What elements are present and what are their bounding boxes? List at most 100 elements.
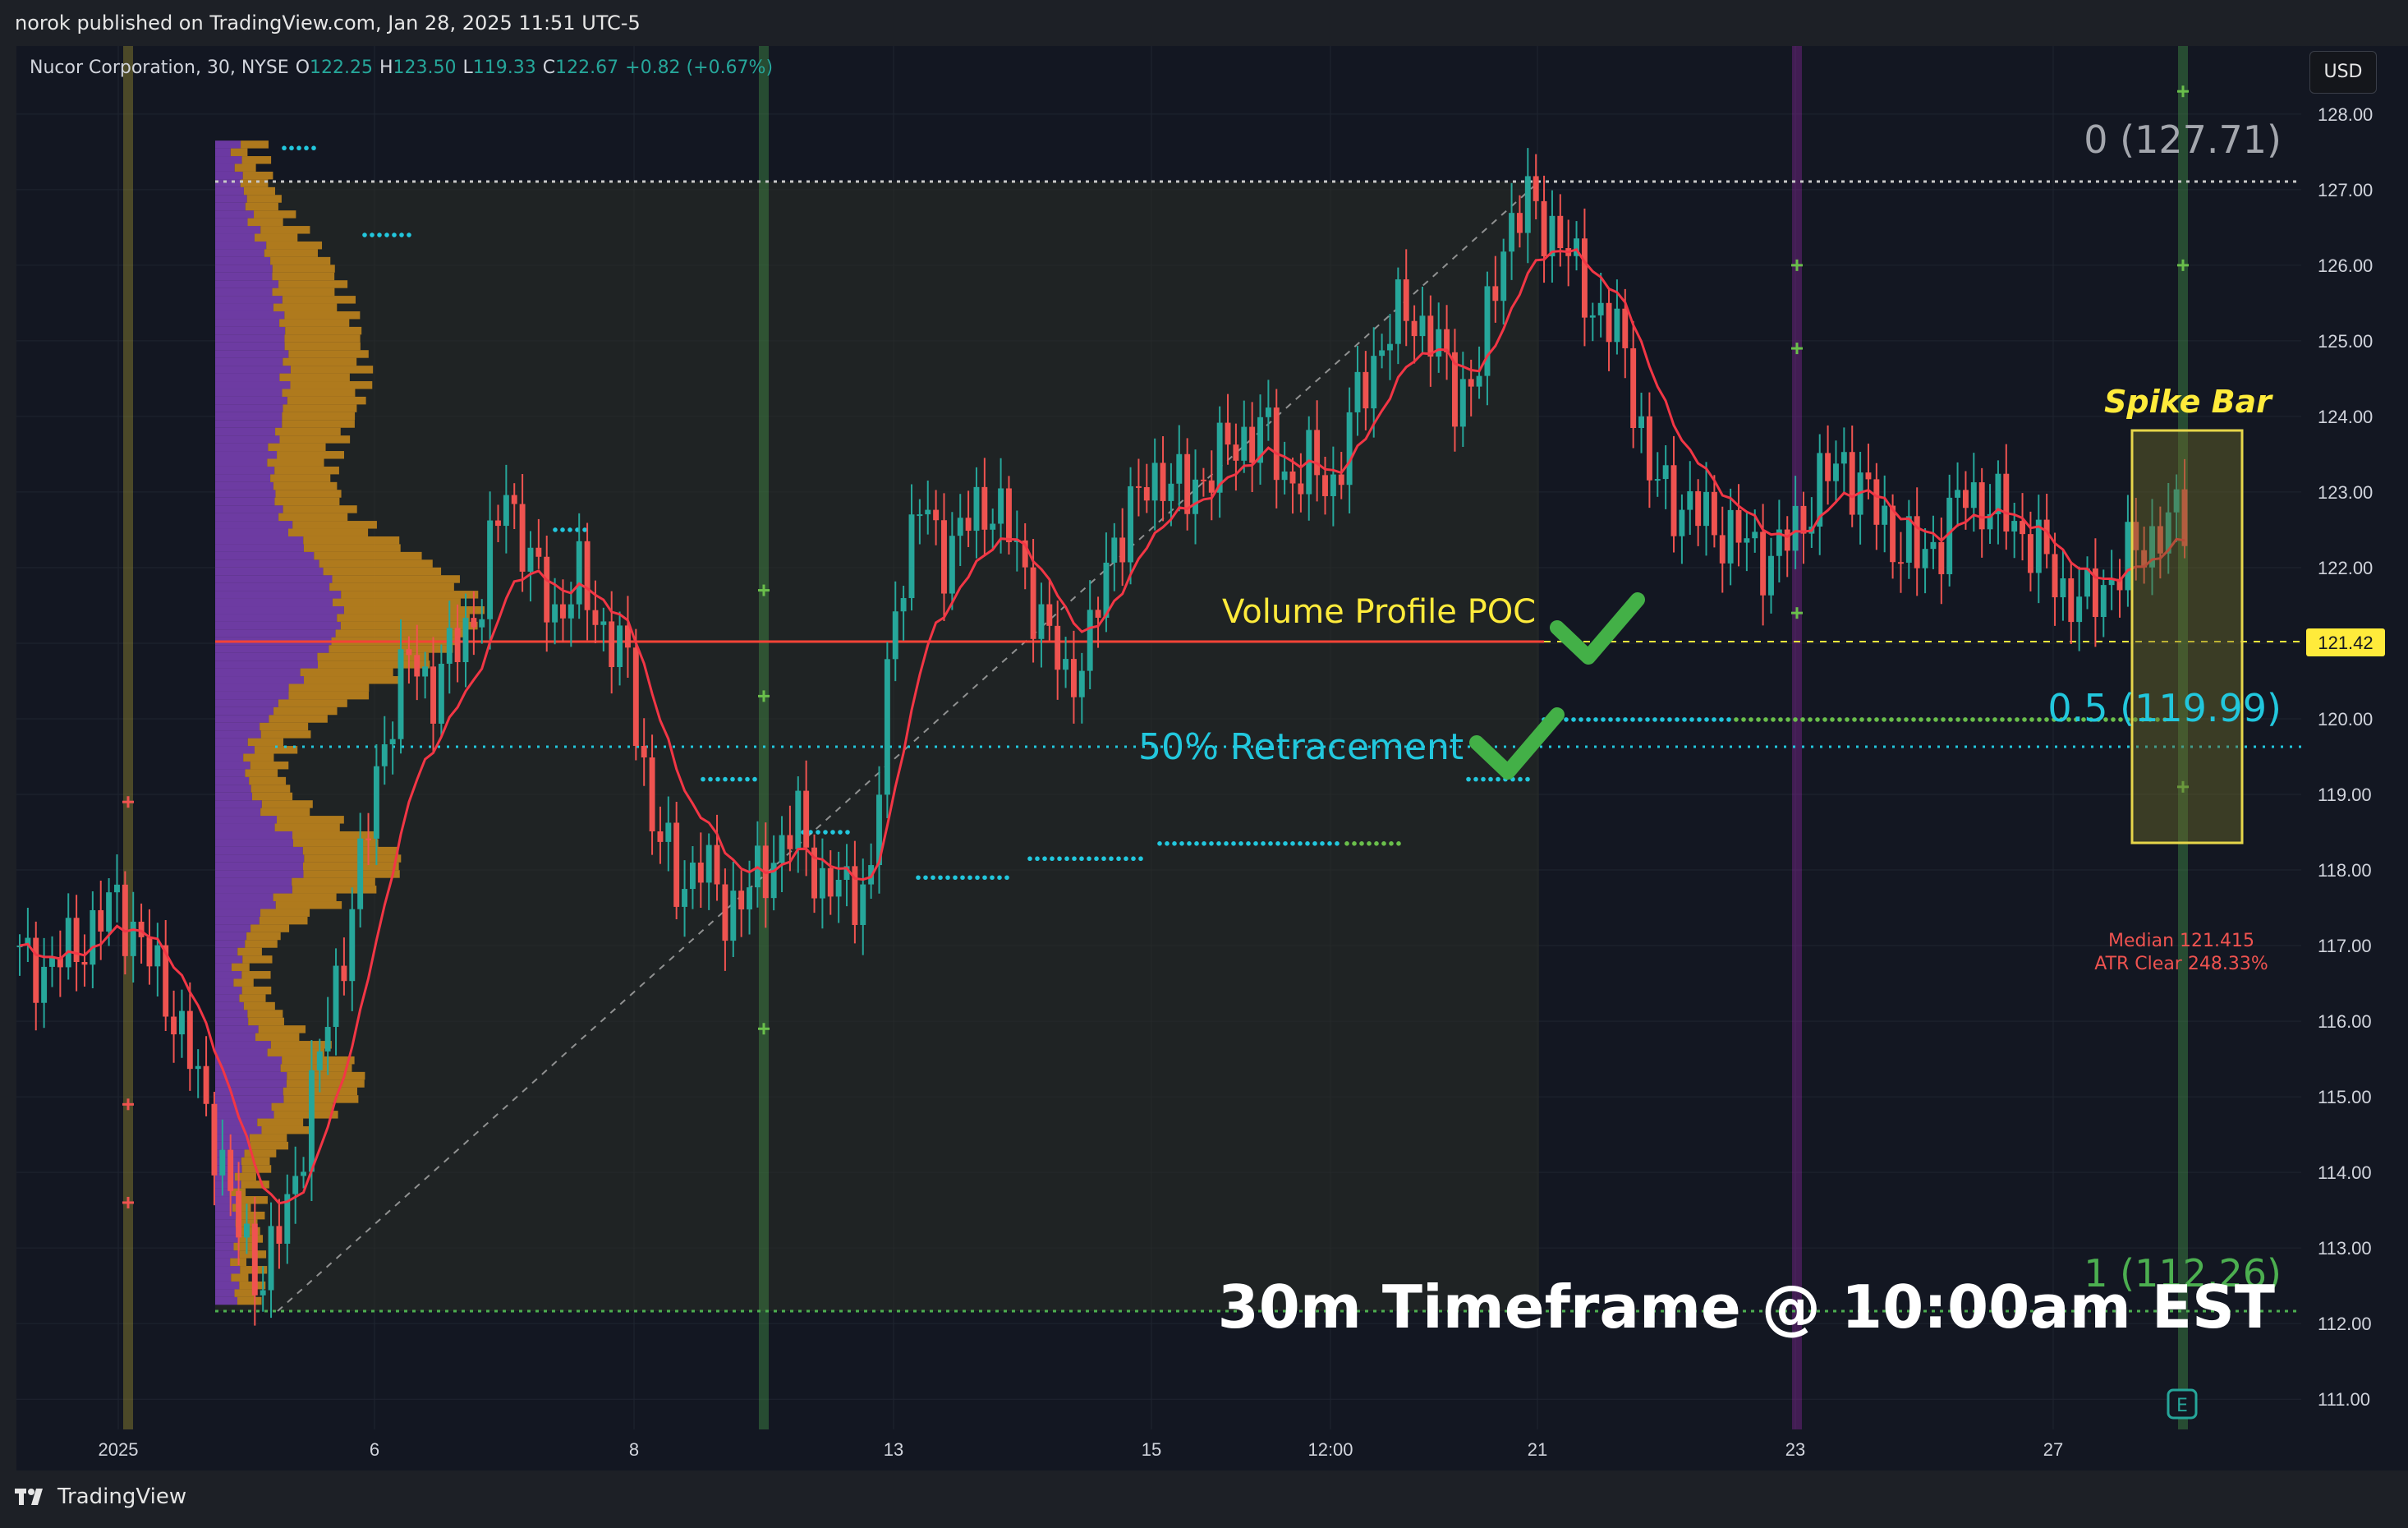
candle-body xyxy=(25,937,31,946)
level-dot xyxy=(1608,717,1613,722)
candle-body xyxy=(665,822,672,842)
time-tick-label: 27 xyxy=(2043,1439,2063,1460)
volume-bar-up xyxy=(270,256,331,265)
tradingview-brand[interactable]: TradingView xyxy=(15,1484,186,1509)
candle-body xyxy=(454,628,461,663)
level-dot xyxy=(1231,841,1236,846)
volume-bar-up xyxy=(261,1125,313,1134)
level-dot xyxy=(923,875,928,881)
level-dot xyxy=(1926,717,1931,722)
candle-body xyxy=(568,604,574,619)
volume-bar-up xyxy=(237,1296,262,1305)
candle-body xyxy=(1078,670,1085,697)
volume-bar-up xyxy=(292,521,377,529)
volume-bar-down xyxy=(215,986,242,995)
volume-bar-down xyxy=(215,683,289,692)
candle-body xyxy=(1938,541,1945,574)
volume-bar-down xyxy=(215,427,276,436)
candle-body xyxy=(219,1149,226,1176)
level-dot xyxy=(2022,717,2027,722)
level-dot xyxy=(1224,841,1229,846)
candle-body xyxy=(835,880,842,897)
candle-body xyxy=(195,1065,201,1070)
level-dot xyxy=(582,527,587,532)
candle-body xyxy=(1711,491,1717,536)
level-dot xyxy=(362,232,367,237)
level-dot xyxy=(2000,717,2005,722)
level-dot xyxy=(1719,717,1724,722)
candle-body xyxy=(657,831,664,842)
volume-bar-up xyxy=(278,280,348,288)
level-dot xyxy=(1035,856,1040,862)
volume-bar-up xyxy=(274,823,340,831)
level-dot xyxy=(1667,717,1672,722)
candle-body xyxy=(1865,472,1872,480)
price-tick-label: 111.00 xyxy=(2318,1389,2370,1410)
candle-body xyxy=(1760,532,1767,596)
level-dot xyxy=(1116,856,1121,862)
volume-bar-down xyxy=(215,730,261,739)
volume-bar-up xyxy=(332,575,460,583)
candle-body xyxy=(1095,610,1101,618)
level-dot xyxy=(2162,717,2167,722)
volume-bar-down xyxy=(215,785,251,793)
candle-body xyxy=(1371,356,1377,409)
volume-bar-down xyxy=(215,1041,271,1049)
level-dot xyxy=(1682,717,1687,722)
volume-bar-up xyxy=(242,955,273,964)
tradingview-logo-icon xyxy=(15,1489,43,1505)
candle-body xyxy=(1800,505,1807,534)
candle-body xyxy=(560,604,566,619)
candle-body xyxy=(130,921,136,956)
candle-body xyxy=(1500,251,1507,301)
level-dot xyxy=(1109,856,1114,862)
candle-body xyxy=(1395,279,1401,344)
volume-bar-down xyxy=(215,521,293,529)
level-dot xyxy=(1481,776,1486,782)
volume-bar-up xyxy=(279,373,350,382)
level-dot xyxy=(399,232,404,237)
volume-bar-down xyxy=(215,1056,283,1065)
candle-body xyxy=(852,866,858,925)
level-dot xyxy=(1087,856,1091,862)
volume-bar-down xyxy=(215,559,319,568)
candle-body xyxy=(1930,541,1937,550)
volume-bar-up xyxy=(247,738,284,747)
level-dot xyxy=(701,776,705,782)
candle-body xyxy=(2125,522,2131,591)
retracement-checkmark-icon xyxy=(1469,707,1565,780)
currency-button[interactable]: USD xyxy=(2309,51,2377,94)
candle-body xyxy=(1882,505,1888,525)
volume-bar-down xyxy=(215,373,280,382)
candle-body xyxy=(1055,625,1061,670)
candle-body xyxy=(1338,474,1344,486)
volume-bar-up xyxy=(288,528,369,536)
volume-bar-up xyxy=(303,544,401,552)
candle-body xyxy=(122,884,128,956)
level-dot xyxy=(730,776,735,782)
candle-body xyxy=(933,509,940,521)
level-dot xyxy=(2133,717,2138,722)
candle-body xyxy=(1670,465,1677,536)
volume-bar-down xyxy=(215,706,274,716)
level-dot xyxy=(1064,856,1069,862)
level-dot xyxy=(407,232,411,237)
candle-body xyxy=(479,619,485,628)
price-tick-label: 122.00 xyxy=(2318,558,2373,578)
volume-bar-up xyxy=(271,1102,333,1111)
candle-body xyxy=(2141,550,2148,568)
open-label: O xyxy=(295,58,310,78)
volume-bar-down xyxy=(215,614,338,622)
candle-body xyxy=(1225,422,1231,445)
candle-body xyxy=(1597,302,1604,315)
volume-bar-down xyxy=(215,1095,284,1103)
candle-body xyxy=(730,891,737,941)
symbol-title[interactable]: Nucor Corporation, 30, NYSE xyxy=(30,58,289,78)
earnings-marker-icon[interactable]: E xyxy=(2167,1388,2198,1420)
price-tick-label: 120.00 xyxy=(2318,709,2373,729)
candle-body xyxy=(227,1149,234,1191)
candle-body xyxy=(2084,568,2090,597)
candle-body xyxy=(1970,482,1977,509)
level-dot xyxy=(1335,841,1340,846)
